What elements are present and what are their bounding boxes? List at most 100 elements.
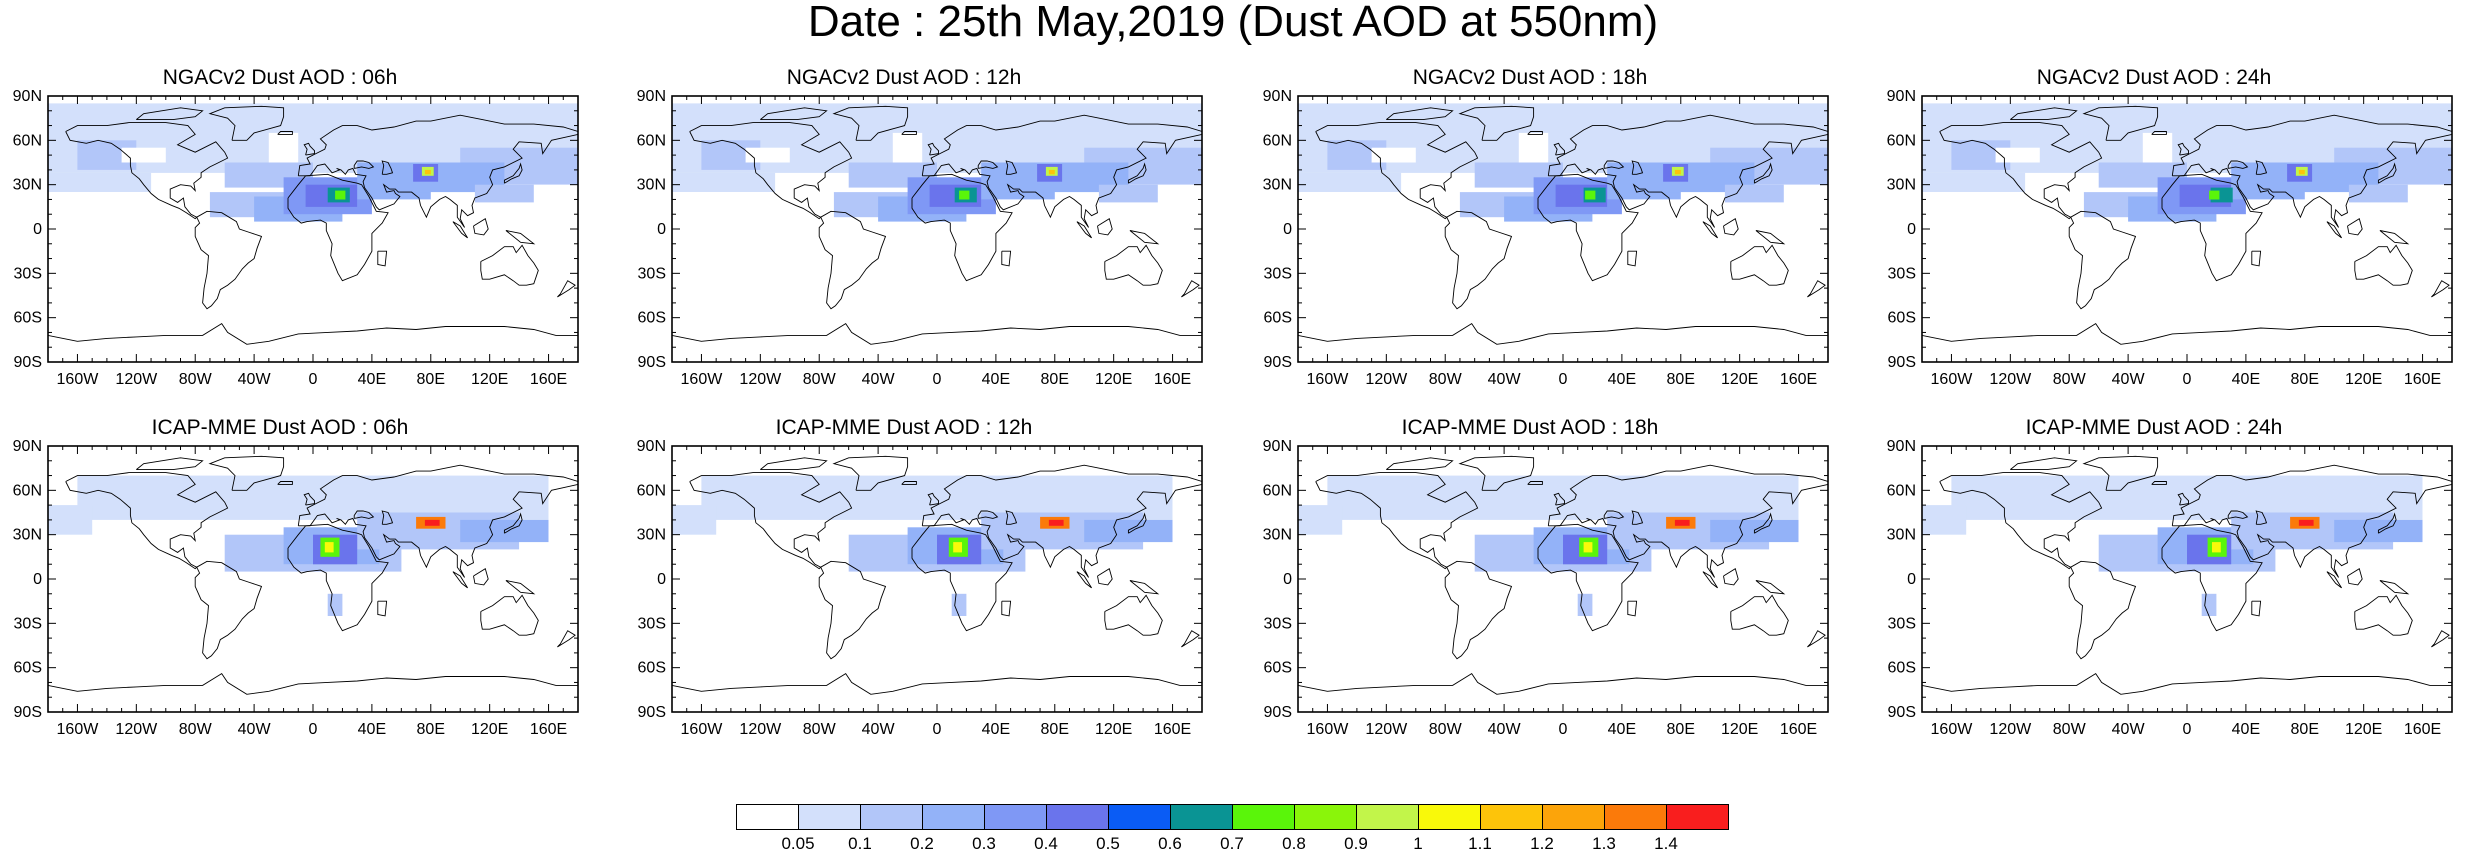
- lon-tick-label: 80E: [1041, 371, 1069, 388]
- coastline: [303, 492, 315, 506]
- coastline: [505, 230, 536, 245]
- coastline: [2227, 160, 2249, 169]
- coastline: [2171, 114, 2452, 228]
- lat-tick-label: 90N: [1263, 88, 1292, 105]
- coastline: [2379, 580, 2410, 595]
- aod-cell: [324, 542, 334, 553]
- coastline: [911, 173, 1013, 282]
- coastline: [901, 481, 917, 485]
- coastline: [381, 160, 394, 175]
- coastline: [2347, 218, 2363, 236]
- lon-tick-label: 120W: [1989, 721, 2032, 738]
- coastline: [1097, 568, 1113, 586]
- aod-cell: [1298, 505, 1343, 535]
- lon-tick-label: 120E: [1095, 371, 1132, 388]
- lat-tick-label: 60S: [1264, 660, 1292, 677]
- coastline: [1537, 523, 1639, 632]
- lat-tick-label: 60S: [14, 660, 42, 677]
- colorbar-label: 1.1: [1468, 834, 1492, 853]
- aod-cell: [2298, 519, 2314, 526]
- coastline: [1627, 250, 1638, 267]
- panel-title: NGACv2 Dust AOD : 24h: [2036, 66, 2272, 89]
- lat-tick-label: 60S: [1888, 660, 1916, 677]
- map-axes: 90N 60N 30N 0 30S 60S 90S 160W 120W 80W 40W 0 40E 80E…: [1887, 88, 2453, 388]
- lat-tick-label: 90S: [638, 704, 666, 721]
- coastline: [287, 173, 389, 282]
- lat-tick-label: 90N: [13, 438, 42, 455]
- panel-title: NGACv2 Dust AOD : 18h: [1412, 66, 1648, 89]
- lat-tick-label: 90S: [1264, 354, 1292, 371]
- lat-tick-label: 90S: [14, 704, 42, 721]
- lat-tick-label: 60S: [1888, 310, 1916, 327]
- colorbar-swatch: [1294, 804, 1357, 830]
- aod-cell: [1922, 505, 1967, 535]
- coastline: [557, 630, 576, 648]
- coastline: [2354, 244, 2413, 286]
- coastline: [832, 105, 909, 141]
- lon-tick-label: 40E: [358, 371, 386, 388]
- lat-tick-label: 60N: [1887, 482, 1916, 499]
- lon-tick-label: 80E: [417, 721, 445, 738]
- lat-tick-label: 90S: [1264, 704, 1292, 721]
- lon-tick-label: 120W: [739, 371, 782, 388]
- lon-tick-label: 160W: [57, 721, 100, 738]
- colorbar-label: 0.6: [1158, 834, 1182, 853]
- aod-cell: [48, 505, 93, 535]
- colorbar-swatch: [984, 804, 1047, 830]
- dust-aod-field: [1922, 475, 2423, 616]
- aod-cell: [1995, 147, 2040, 163]
- coastline: [2379, 230, 2410, 245]
- coastlines: [1922, 105, 2452, 345]
- aod-cell: [2201, 593, 2217, 616]
- lon-tick-label: 0: [933, 371, 942, 388]
- coastline: [1444, 560, 1513, 660]
- colorbar-swatch: [1480, 804, 1543, 830]
- lon-tick-label: 160W: [681, 721, 724, 738]
- coastline: [672, 322, 1202, 345]
- aod-cell: [335, 190, 346, 200]
- coastline: [1723, 218, 1739, 236]
- panel-title: ICAP-MME Dust AOD : 06h: [151, 416, 409, 439]
- map-canvas: 90N 60N 30N 0 30S 60S 90S 160W 120W 80W 40W 0 40E 80E…: [1263, 88, 1829, 388]
- lat-tick-label: 90S: [1888, 354, 1916, 371]
- lat-tick-label: 60S: [638, 310, 666, 327]
- coastline: [1129, 230, 1160, 245]
- coastline: [1315, 122, 1479, 220]
- lon-tick-label: 120W: [115, 371, 158, 388]
- coastline: [557, 280, 576, 298]
- aod-cell: [1674, 169, 1681, 175]
- main-title: Date : 25th May,2019 (Dust AOD at 550nm): [807, 0, 1659, 46]
- lon-tick-label: 120E: [471, 721, 508, 738]
- lat-tick-label: 30N: [1887, 177, 1916, 194]
- lat-tick-label: 30N: [637, 177, 666, 194]
- coastline: [353, 160, 375, 169]
- coastline: [1298, 322, 1828, 345]
- coastline: [2326, 571, 2342, 589]
- lon-tick-label: 80W: [803, 721, 837, 738]
- aod-cell: [959, 190, 970, 200]
- coastline: [2431, 280, 2450, 298]
- lon-tick-label: 80W: [1429, 721, 1463, 738]
- coastline: [473, 568, 489, 586]
- coastline: [689, 122, 853, 220]
- map-panel: ICAP-MME Dust AOD : 24h 90N 60N 30N 0 30S 60S 9…: [1874, 416, 2453, 746]
- coastline: [760, 457, 828, 471]
- lat-tick-label: 90N: [637, 438, 666, 455]
- coastline: [2255, 510, 2268, 525]
- lat-tick-label: 30S: [638, 615, 666, 632]
- lat-tick-label: 30N: [13, 177, 42, 194]
- lat-tick-label: 90S: [14, 354, 42, 371]
- coastline: [1631, 160, 1644, 175]
- map-axes: 90N 60N 30N 0 30S 60S 90S 160W 120W 80W 40W 0 40E 80E…: [13, 438, 579, 738]
- lon-tick-label: 120E: [1721, 721, 1758, 738]
- coastline: [911, 523, 1013, 632]
- lon-tick-label: 80W: [2053, 371, 2087, 388]
- coastline: [2151, 131, 2167, 135]
- coastline: [901, 131, 917, 135]
- aod-cell: [1048, 169, 1055, 175]
- coastline: [2354, 594, 2413, 636]
- lat-tick-label: 60N: [637, 482, 666, 499]
- coastline: [1753, 512, 1773, 534]
- lon-tick-label: 40W: [862, 721, 896, 738]
- colorbar-swatch: [1418, 804, 1481, 830]
